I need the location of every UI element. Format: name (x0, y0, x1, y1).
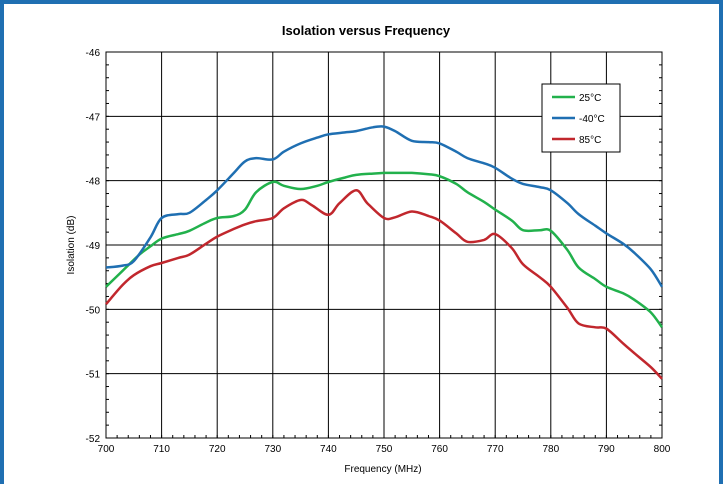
y-tick-label: -51 (86, 370, 101, 381)
y-axis-label: Isolation (dB) (66, 216, 77, 275)
y-tick-label: -46 (86, 48, 101, 59)
x-tick-label: 770 (487, 444, 504, 455)
x-tick-label: 720 (209, 444, 226, 455)
x-tick-label: 740 (320, 444, 337, 455)
x-axis-label: Frequency (MHz) (344, 464, 421, 475)
x-tick-label: 710 (153, 444, 170, 455)
legend: 25°C -40°C 85°C (541, 83, 621, 153)
y-tick-label: -52 (86, 434, 101, 445)
x-tick-label: 700 (98, 444, 115, 455)
series-line-2 (105, 189, 663, 380)
series-line-1 (105, 125, 664, 288)
y-tick-labels: -46 -47 -48 -49 -50 -51 -52 (86, 48, 101, 445)
series-line-0 (105, 171, 664, 329)
x-tick-label: 800 (654, 444, 671, 455)
legend-label: 85°C (579, 135, 601, 146)
legend-box (541, 83, 621, 153)
x-tick-labels: 700 710 720 730 740 750 760 770 780 790 800 (98, 444, 671, 455)
chart-title: Isolation versus Frequency (282, 23, 451, 38)
y-tick-label: -47 (86, 112, 101, 123)
legend-label: -40°C (579, 114, 605, 125)
y-tick-label: -49 (86, 241, 101, 252)
y-tick-label: -48 (86, 177, 101, 188)
y-tick-label: -50 (86, 305, 101, 316)
x-tick-label: 780 (542, 444, 559, 455)
x-tick-label: 730 (264, 444, 281, 455)
x-tick-label: 750 (376, 444, 393, 455)
x-tick-label: 790 (598, 444, 615, 455)
legend-label: 25°C (579, 93, 601, 104)
minor-ticks (105, 51, 663, 439)
series-lines (105, 125, 664, 380)
x-tick-label: 760 (431, 444, 448, 455)
